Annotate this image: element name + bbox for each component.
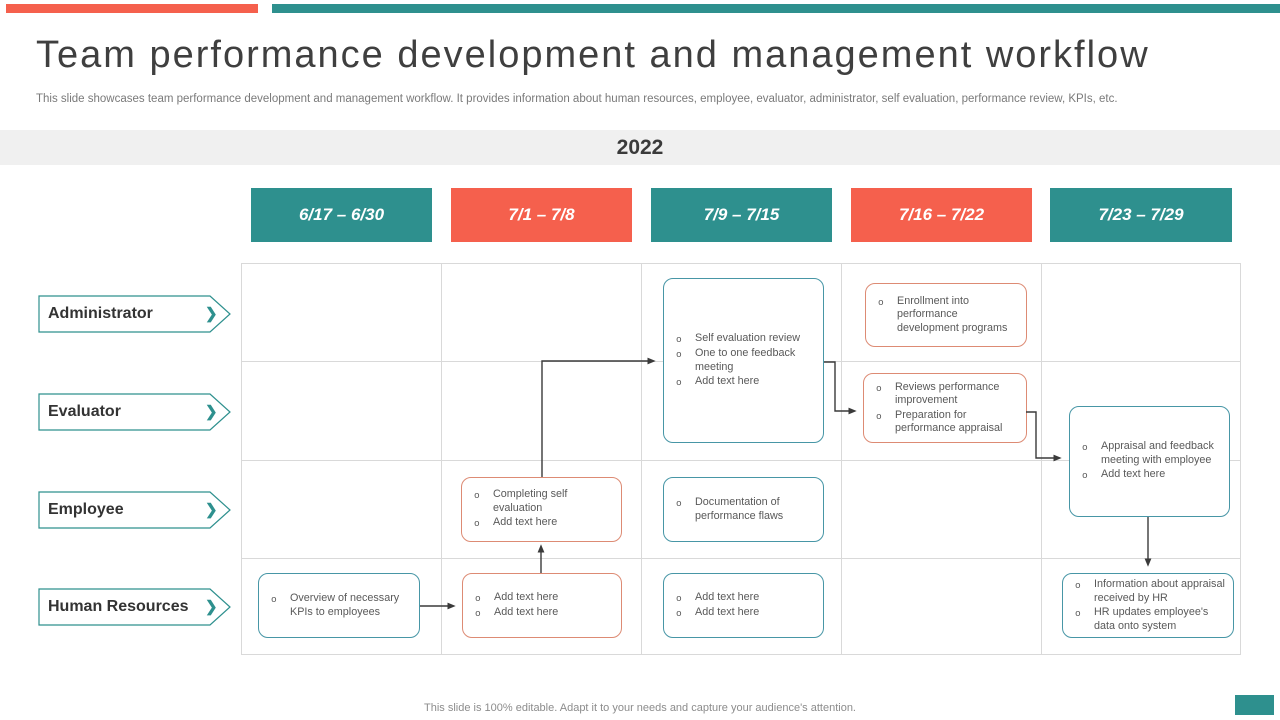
- bullet-item: o Add text here: [676, 606, 817, 621]
- bullet-item: o Appraisal and feedback meeting with emp…: [1082, 440, 1223, 467]
- bullet-text: Preparation for performance appraisal: [895, 408, 1003, 435]
- node-reviews-performance[interactable]: o Reviews performance improvement o Prepar…: [863, 373, 1027, 443]
- bullet-item: o Documentation of performance flaws: [676, 496, 817, 523]
- node-documentation-flaws[interactable]: o Documentation of performance flaws: [663, 477, 824, 542]
- corner-accent-square: [1235, 695, 1274, 715]
- grid-vline: [441, 264, 442, 654]
- node-information-appraisal[interactable]: o Information about appraisal received by…: [1062, 573, 1234, 638]
- bullet-item: o Preparation for performance appraisal: [876, 409, 1020, 436]
- node-overview-kpis[interactable]: o Overview of necessary KPIs to employees: [258, 573, 420, 638]
- grid-vline: [641, 264, 642, 654]
- bullet-item: o Completing self evaluation: [474, 488, 615, 515]
- bullet-text: Completing self evaluation: [493, 488, 568, 514]
- row-label-shape: [38, 393, 231, 431]
- bullet-item: o Add text here: [676, 591, 817, 606]
- row-label-text: Administrator: [48, 305, 153, 322]
- row-label-evaluator[interactable]: Evaluator ❯: [38, 393, 232, 431]
- chevron-right-icon: ❯: [205, 305, 218, 323]
- bullet-marker: o: [876, 382, 882, 394]
- bullet-text: Add text here: [493, 516, 558, 529]
- bullet-text: Information about appraisal received by …: [1094, 578, 1225, 604]
- bullet-text: Add text here: [695, 590, 760, 603]
- column-header-3[interactable]: 7/9 – 7/15: [651, 188, 832, 242]
- bullet-item: o HR updates employee's data onto system: [1075, 606, 1231, 633]
- bullet-marker: o: [474, 490, 480, 502]
- bullet-text: Overview of necessary KPIs to employees: [290, 592, 400, 618]
- bullet-item: o Add text here: [1082, 468, 1223, 483]
- grid-hline: [242, 460, 1240, 461]
- bullet-item: o Add text here: [676, 375, 817, 390]
- bullet-item: o Add text here: [475, 591, 615, 606]
- grid-vline: [1041, 264, 1042, 654]
- bullet-text: Documentation of performance flaws: [695, 496, 784, 522]
- row-label-shape: [38, 491, 231, 529]
- row-label-human-resources[interactable]: Human Resources ❯: [38, 588, 232, 626]
- bullet-item: o Overview of necessary KPIs to employees: [271, 592, 413, 619]
- bullet-marker: o: [676, 498, 682, 509]
- bullet-text: Enrollment into performance development …: [897, 294, 1008, 334]
- bullet-text: Add text here: [1101, 468, 1166, 481]
- row-label-text: Evaluator: [48, 403, 121, 420]
- column-header-5[interactable]: 7/23 – 7/29: [1050, 188, 1232, 242]
- node-enrollment[interactable]: o Enrollment into performance development…: [865, 283, 1027, 347]
- node-appraisal-meeting[interactable]: o Appraisal and feedback meeting with emp…: [1069, 406, 1230, 517]
- bullet-marker: o: [475, 608, 481, 619]
- grid-hline: [242, 558, 1240, 559]
- bullet-marker: o: [676, 333, 682, 345]
- bullet-marker: o: [1075, 580, 1081, 591]
- bullet-text: Add text here: [494, 590, 559, 603]
- page-title: Team performance development and managem…: [36, 34, 1150, 76]
- bullet-text: Self evaluation review: [695, 331, 801, 344]
- node-hr-add-text-1[interactable]: o Add text here o Add text here: [462, 573, 622, 638]
- row-label-employee[interactable]: Employee ❯: [38, 491, 232, 529]
- row-label-administrator[interactable]: Administrator ❯: [38, 295, 232, 333]
- bullet-item: o Add text here: [475, 606, 615, 621]
- row-label-shape: [38, 588, 231, 626]
- bullet-text: Reviews performance improvement: [895, 380, 1000, 407]
- bullet-text: Add text here: [695, 606, 760, 618]
- bullet-marker: o: [876, 410, 882, 422]
- grid-vline: [841, 264, 842, 654]
- chevron-right-icon: ❯: [205, 501, 218, 519]
- year-band: 2022: [0, 130, 1280, 165]
- bullet-marker: o: [676, 349, 682, 360]
- footer-note: This slide is 100% editable. Adapt it to…: [424, 702, 856, 714]
- bullet-text: Add text here: [695, 375, 760, 387]
- bullet-marker: o: [271, 594, 277, 605]
- top-accent-bar-red: [6, 4, 258, 13]
- column-header-2[interactable]: 7/1 – 7/8: [451, 188, 632, 242]
- top-accent-bar-teal: [272, 4, 1280, 13]
- row-label-text: Employee: [48, 501, 124, 518]
- bullet-marker: o: [676, 377, 682, 388]
- bullet-marker: o: [1082, 470, 1088, 482]
- bullet-item: o One to one feedback meeting: [676, 347, 817, 374]
- column-header-4[interactable]: 7/16 – 7/22: [851, 188, 1032, 242]
- chevron-right-icon: ❯: [205, 598, 218, 616]
- bullet-item: o Enrollment into performance development…: [878, 295, 1020, 336]
- bullet-item: o Information about appraisal received by…: [1075, 578, 1231, 605]
- bullet-marker: o: [1082, 442, 1088, 454]
- bullet-marker: o: [1075, 608, 1081, 619]
- bullet-text: HR updates employee's data onto system: [1094, 606, 1209, 632]
- bullet-marker: o: [474, 518, 480, 530]
- bullet-text: Appraisal and feedback meeting with empl…: [1101, 440, 1214, 466]
- bullet-marker: o: [676, 592, 682, 604]
- bullet-marker: o: [475, 592, 481, 604]
- column-header-1[interactable]: 6/17 – 6/30: [251, 188, 432, 242]
- row-label-text: Human Resources: [48, 598, 189, 615]
- node-completing-self-evaluation[interactable]: o Completing self evaluation o Add text he…: [461, 477, 622, 542]
- bullet-marker: o: [878, 296, 884, 308]
- row-label-shape: [38, 295, 231, 333]
- year-label: 2022: [616, 135, 664, 159]
- bullet-item: o Add text here: [474, 516, 615, 531]
- chevron-right-icon: ❯: [205, 403, 218, 421]
- bullet-text: One to one feedback meeting: [695, 347, 796, 373]
- node-hr-add-text-2[interactable]: o Add text here o Add text here: [663, 573, 824, 638]
- bullet-marker: o: [676, 608, 682, 619]
- bullet-item: o Reviews performance improvement: [876, 381, 1020, 408]
- page-subtitle: This slide showcases team performance de…: [36, 93, 1118, 105]
- bullet-text: Add text here: [494, 606, 559, 618]
- bullet-item: o Self evaluation review: [676, 332, 817, 347]
- node-self-evaluation-review[interactable]: o Self evaluation review o One to one feed…: [663, 278, 824, 443]
